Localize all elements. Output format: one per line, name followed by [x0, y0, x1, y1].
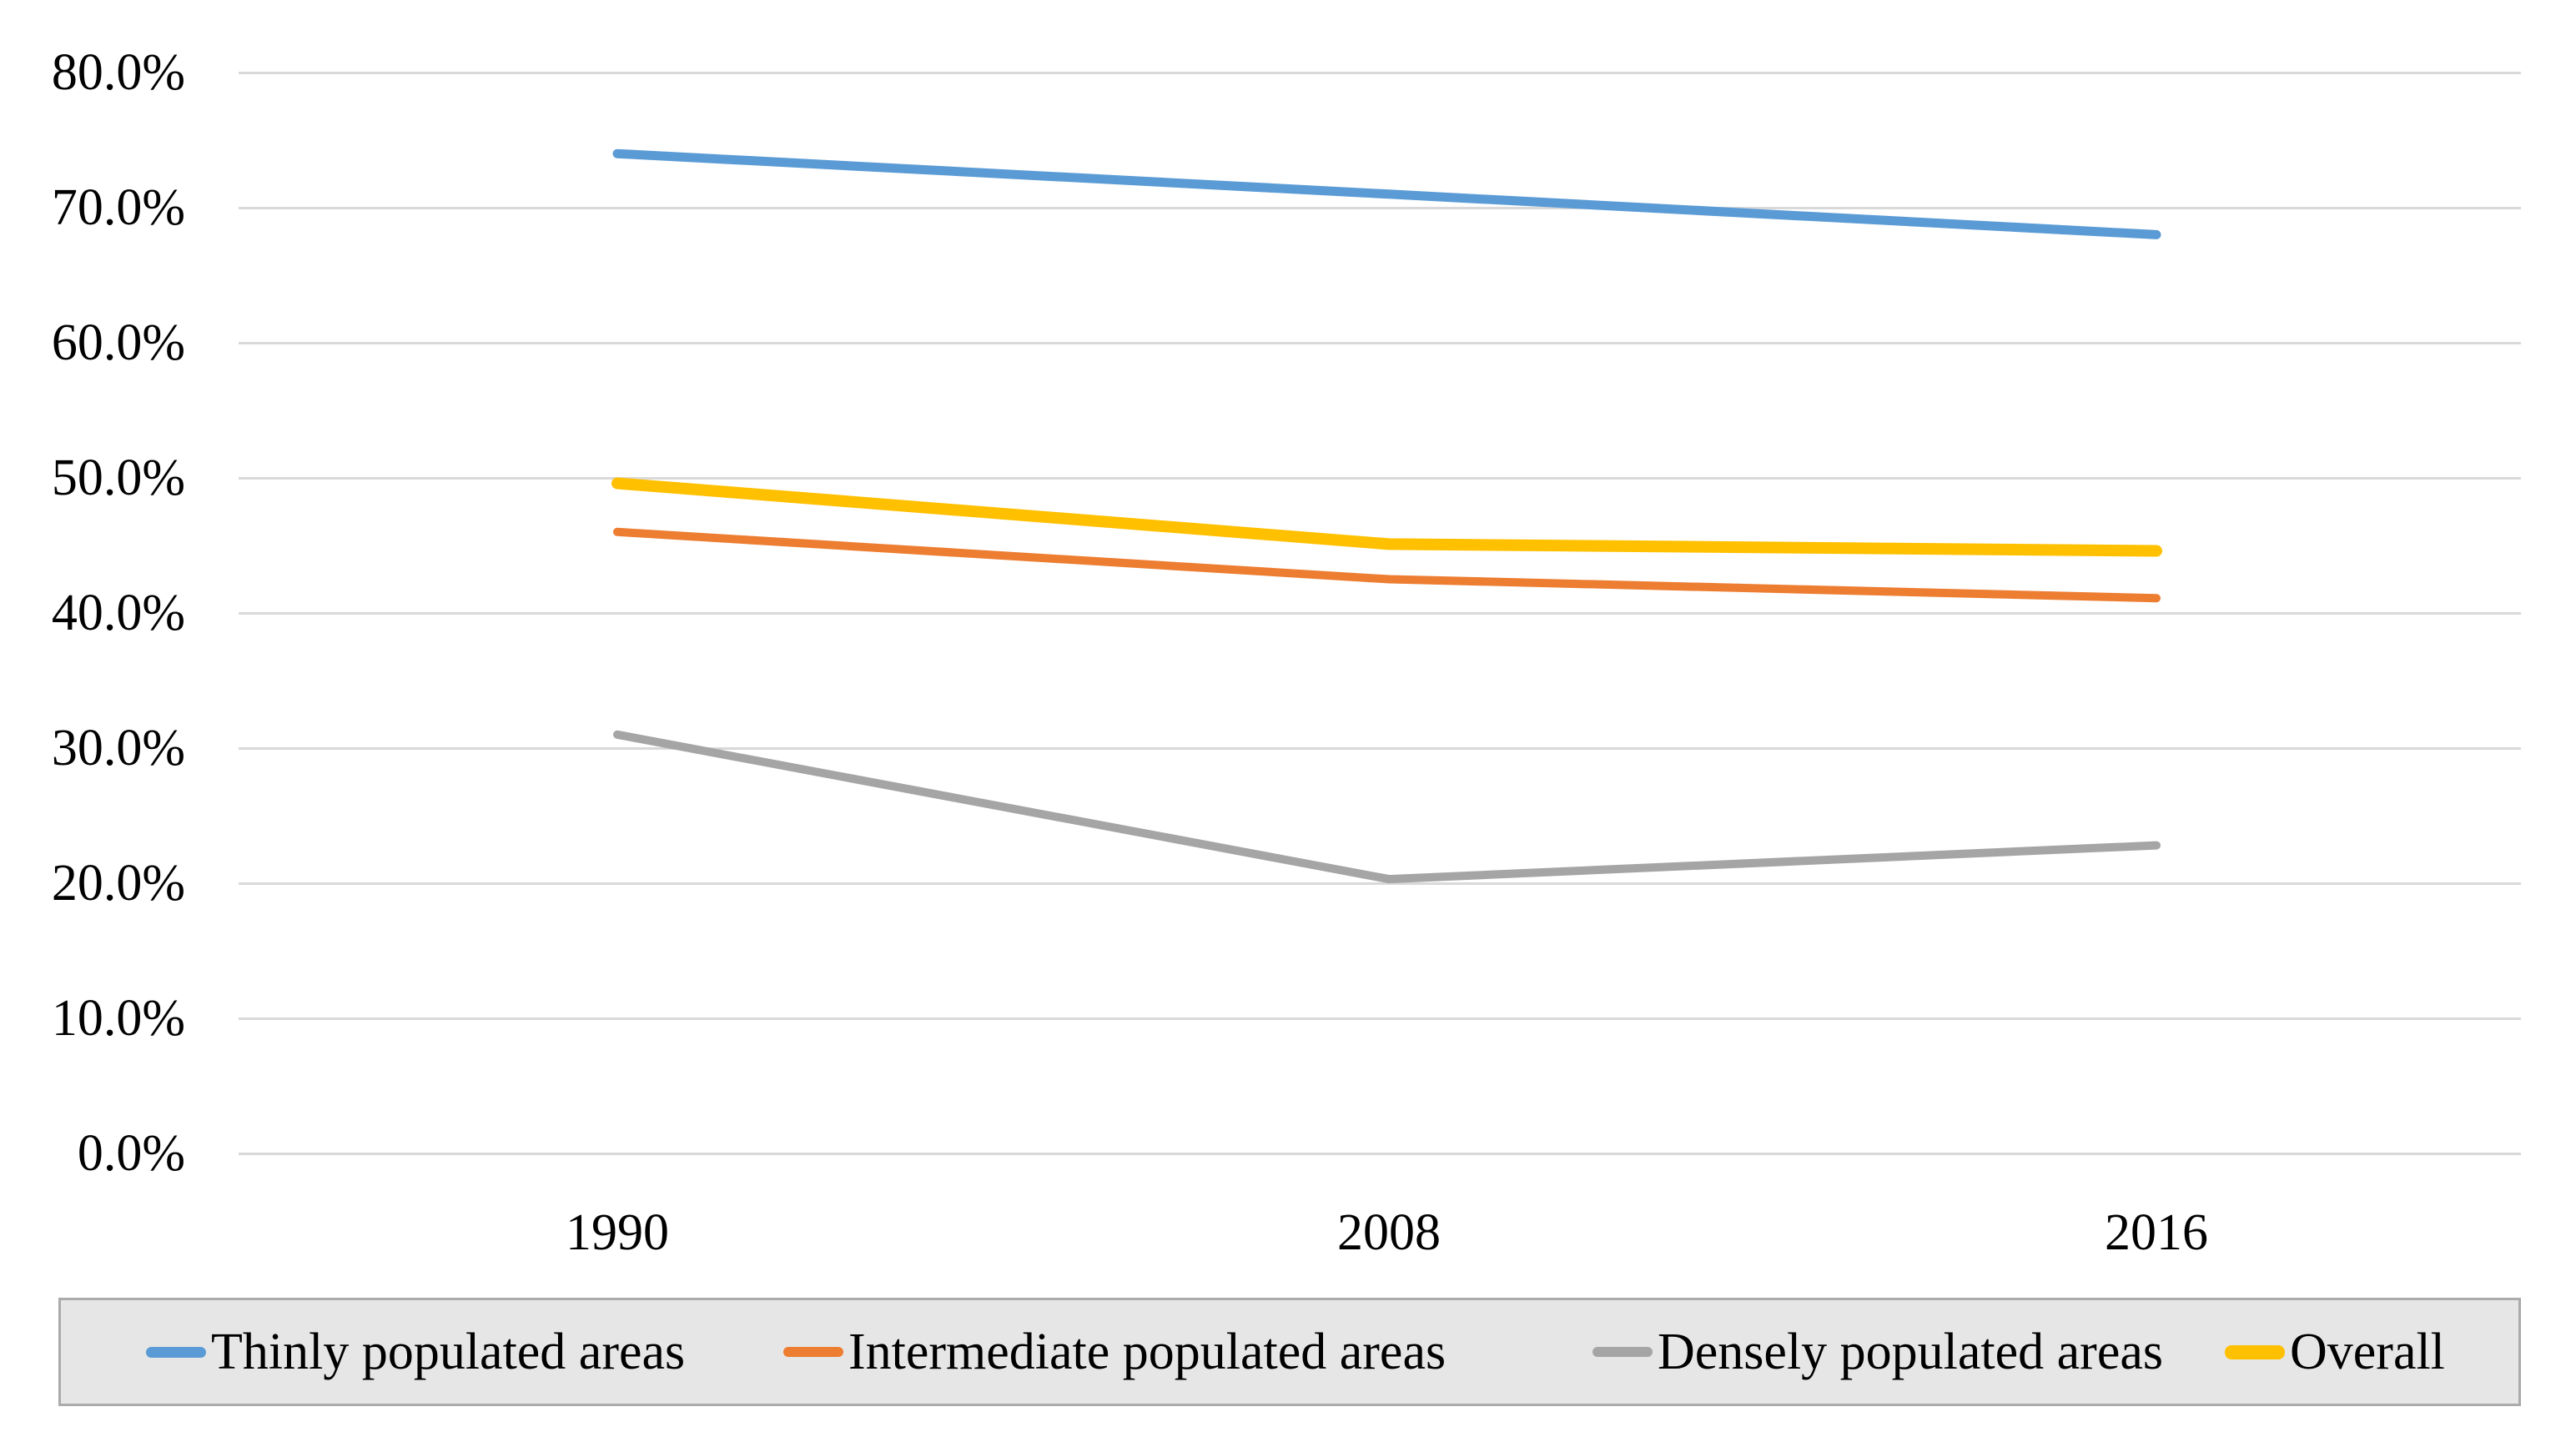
gridline — [239, 1152, 2521, 1155]
x-axis-tick-label: 1990 — [566, 1204, 669, 1261]
y-axis-tick-label: 30.0% — [51, 720, 185, 776]
gridline — [239, 476, 2521, 480]
series-line-overall — [611, 477, 2162, 557]
legend: Thinly populated areas Intermediate popul… — [58, 1298, 2521, 1406]
x-axis-tick-label: 2008 — [1337, 1204, 1441, 1261]
legend-item-label: Overall — [2290, 1324, 2445, 1380]
legend-item-label: Thinly populated areas — [211, 1324, 686, 1380]
gridline — [239, 206, 2521, 209]
legend-item-label: Densely populated areas — [1658, 1324, 2163, 1380]
gridline — [239, 746, 2521, 750]
y-axis-tick-label: 40.0% — [51, 585, 185, 641]
legend-color-dash — [783, 1347, 843, 1357]
series-line-intermediate-populated-areas — [613, 527, 2161, 603]
legend-color-dash — [2225, 1344, 2285, 1359]
y-axis-tick-label: 70.0% — [51, 179, 185, 236]
y-axis-tick-label: 0.0% — [77, 1125, 185, 1182]
legend-color-dash — [146, 1346, 206, 1358]
legend-item-intermediate-populated-areas: Intermediate populated areas — [783, 1300, 1446, 1404]
legend-item-overall: Overall — [2225, 1300, 2445, 1404]
legend-item-densely-populated-areas: Densely populated areas — [1592, 1300, 2163, 1404]
y-axis-tick-label: 80.0% — [51, 44, 185, 101]
gridline — [239, 341, 2521, 344]
y-axis-tick-label: 50.0% — [51, 450, 185, 506]
gridline — [239, 71, 2521, 74]
gridline — [239, 1017, 2521, 1020]
gridline — [239, 882, 2521, 885]
y-axis-tick-label: 60.0% — [51, 314, 185, 371]
y-axis-tick-label: 20.0% — [51, 855, 185, 912]
x-axis-tick-label: 2016 — [2105, 1204, 2208, 1261]
y-axis-tick-label: 10.0% — [51, 990, 185, 1047]
legend-color-dash — [1592, 1347, 1653, 1357]
series-line-densely-populated-areas — [613, 730, 2161, 884]
series-line-thinly-populated-areas — [612, 148, 2161, 239]
gridline — [239, 611, 2521, 615]
legend-item-thinly-populated-areas: Thinly populated areas — [146, 1300, 685, 1404]
legend-item-label: Intermediate populated areas — [848, 1324, 1446, 1380]
